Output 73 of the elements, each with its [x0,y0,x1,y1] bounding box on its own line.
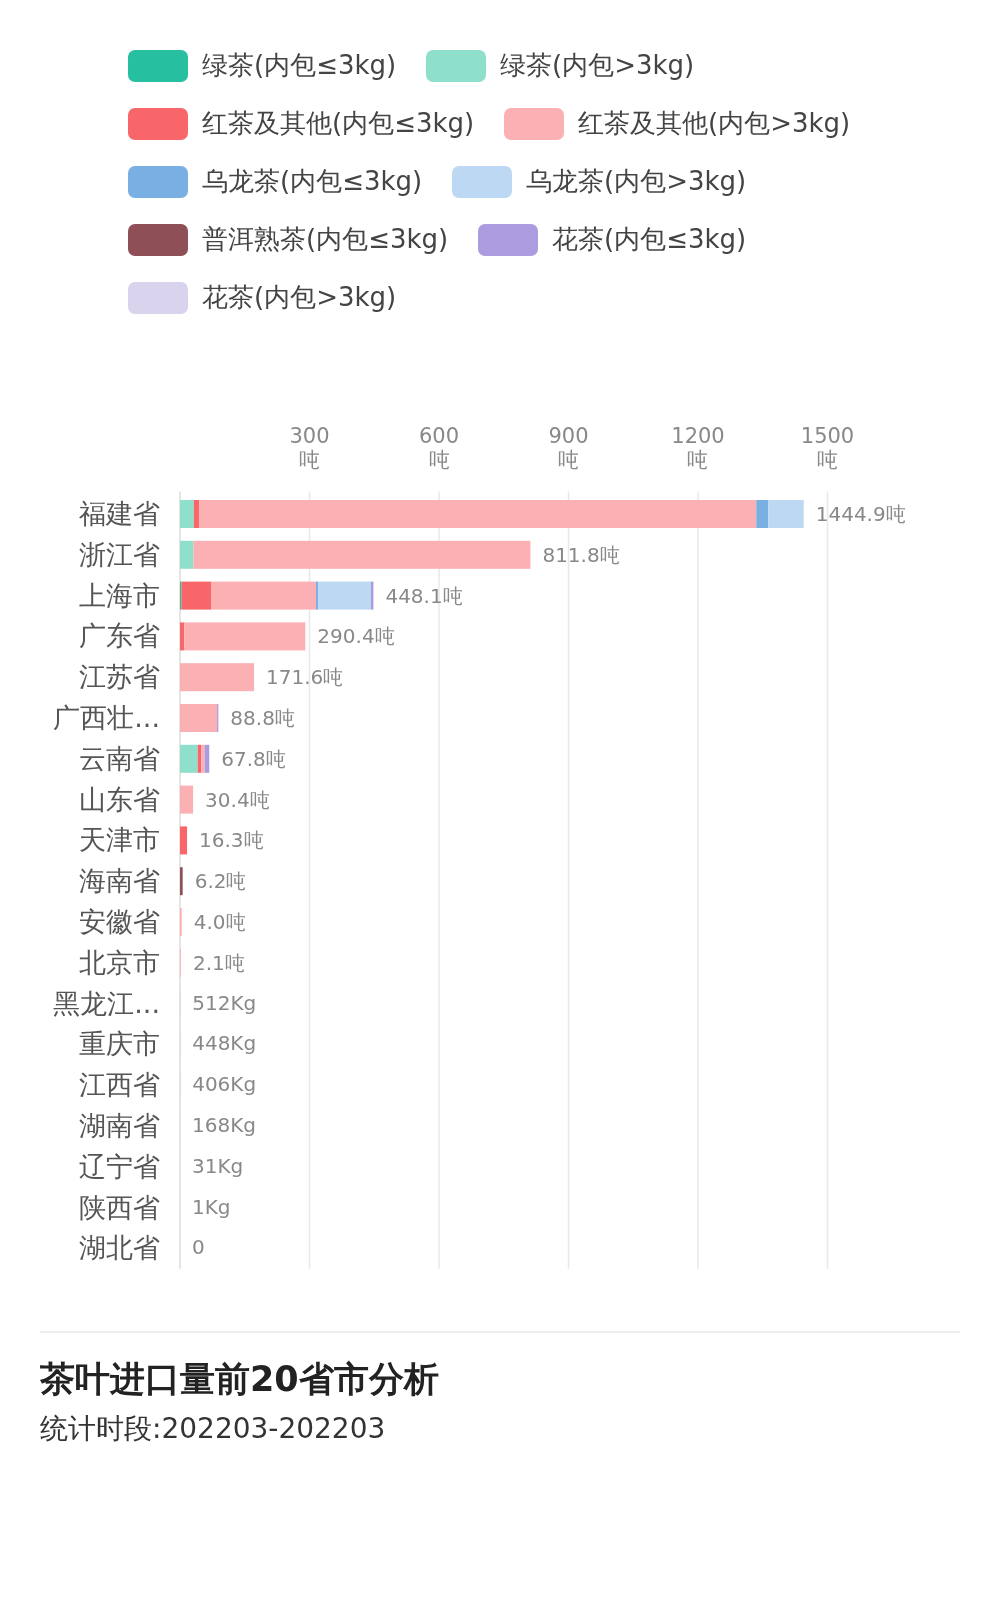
total-label: 448Kg [192,1031,257,1056]
bar [768,500,804,528]
x-tick-label: 1500吨 [800,424,855,472]
text: 统计时段:202203-202203 [40,1411,386,1447]
total-label: 512Kg [192,990,257,1015]
total-label: 2.1吨 [192,949,245,977]
bar [181,581,212,610]
x-tick-label: 600吨 [418,424,460,472]
total-label: 30.4吨 [205,786,270,814]
y-tick-label: 安徽省 [79,905,160,939]
y-tick-label: 广西壮... [53,701,160,735]
total-label: 406Kg [192,1072,257,1097]
bar [199,500,757,528]
bar [180,622,185,651]
bar [180,663,255,692]
total-label: 31Kg [192,1153,244,1178]
bar [180,785,194,814]
legend-label: 红茶及其他(内包>3kg) [578,107,851,140]
total-label: 1444.9吨 [815,501,906,528]
bar [180,744,198,773]
total-label: 16.3吨 [199,827,264,855]
text: 茶叶进口量前20省市分析 [40,1358,439,1401]
bar [180,540,194,569]
y-tick-label: 上海市 [79,578,160,613]
y-tick-label: 湖南省 [79,1109,160,1143]
bar [756,500,769,528]
y-tick-label: 北京市 [79,945,160,980]
bar [193,540,531,569]
y-tick-label: 湖北省 [79,1231,160,1266]
x-tick-label: 900吨 [548,424,589,472]
bar [180,500,194,528]
legend-label: 花茶(内包>3kg) [202,281,397,314]
bar [180,826,188,855]
y-tick-label: 浙江省 [79,537,160,572]
bar [201,744,205,773]
y-tick-label: 广东省 [79,619,160,654]
total-label: 88.8吨 [230,705,295,732]
y-tick-label: 天津市 [79,823,160,858]
total-label: 811.8吨 [542,541,620,569]
x-tick-label: 300吨 [289,424,330,472]
legend-label: 乌龙茶(内包≤3kg) [202,165,423,198]
bar [211,581,317,610]
legend-label: 乌龙茶(内包>3kg) [526,165,747,198]
total-label: 1Kg [192,1194,231,1219]
total-label: 171.6吨 [266,664,344,692]
y-tick-label: 陕西省 [79,1190,160,1225]
bar [316,581,319,610]
total-label: 4.0吨 [193,909,246,936]
total-label: 0 [192,1235,205,1260]
y-tick-label: 山东省 [79,782,160,817]
y-tick-label: 辽宁省 [79,1149,160,1184]
total-label: 290.4吨 [317,623,395,651]
y-tick-label: 云南省 [79,741,160,776]
y-tick-label: 福建省 [79,497,160,531]
y-tick-label: 江西省 [79,1068,160,1103]
legend-label: 绿茶(内包>3kg) [500,49,695,82]
legend-label: 花茶(内包≤3kg) [552,223,747,256]
total-label: 6.2吨 [194,868,247,896]
legend-label: 红茶及其他(内包≤3kg) [202,107,475,140]
bar [180,867,183,896]
y-tick-label: 江苏省 [79,660,160,695]
bar [180,704,218,732]
total-label: 168Kg [192,1113,257,1137]
legend-label: 绿茶(内包≤3kg) [202,49,397,82]
y-tick-label: 海南省 [79,864,160,899]
legend-label: 普洱熟茶(内包≤3kg) [202,223,449,256]
bar [184,622,306,651]
y-tick-label: 重庆市 [79,1027,160,1062]
total-label: 448.1吨 [385,582,463,610]
y-tick-label: 黑龙江... [53,986,160,1021]
x-tick-label: 1200吨 [671,424,725,472]
total-label: 67.8吨 [221,745,286,773]
bar [318,581,371,610]
